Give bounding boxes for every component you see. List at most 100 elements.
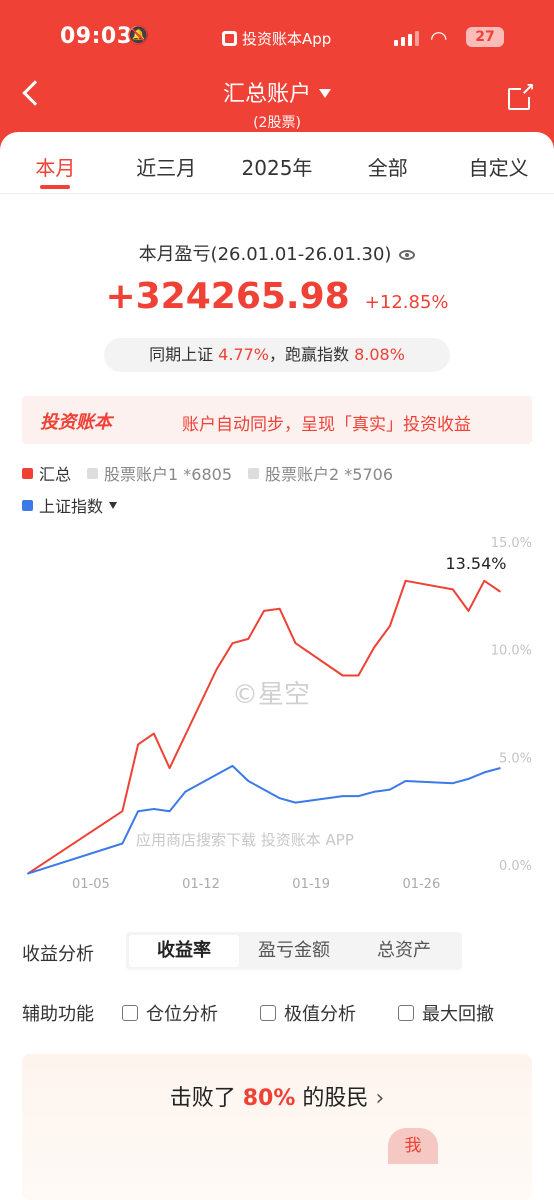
data-point [294,801,297,804]
checkbox-max-drawdown[interactable]: 最大回撤 [398,1000,494,1026]
x-tick-label: 01-12 [182,877,220,892]
battery-icon: 27 [466,27,504,47]
data-point [467,778,470,780]
data-point [168,767,171,769]
page-subtitle: (2股票) [253,115,301,131]
data-point [137,810,139,812]
analysis-segmented: 收益率 盈亏金额 总资产 [126,932,462,970]
legend-label: 汇总 [39,465,72,484]
tab-three-months[interactable]: 近三月 [136,156,197,180]
data-point [137,743,139,746]
checkbox-icon [122,1005,138,1021]
chart-legend: 汇总 股票账户1 *6805 股票账户2 *5706 上证指数 [22,462,542,526]
compare-beat-value: 8.08% [354,345,405,364]
signal-icon [394,30,419,46]
tab-this-month[interactable]: 本月 [0,136,111,193]
app-header: 09:03 🔕 投资账本App ◠ 27 汇总账户 (2股票) [0,0,554,150]
data-point [121,842,124,845]
legend-item-account2[interactable]: 股票账户2 *5706 [248,461,393,485]
legend-swatch [22,499,33,511]
data-point [357,795,360,797]
data-point [153,732,155,735]
watermark-download: 应用商店搜索下载 投资账本 APP [136,831,354,849]
data-point [263,610,265,612]
data-point [467,610,470,612]
legend-label: 股票账户2 *5706 [265,465,394,484]
beat-card[interactable]: 击败了 80% 的股民 › 我 [22,1054,532,1200]
data-point [483,579,486,582]
beat-text: 击败了 80% 的股民 › [22,1080,532,1112]
seg-profit-amount[interactable]: 盈亏金额 [258,940,330,961]
bell-muted-icon: 🔕 [127,25,150,46]
analysis-label: 收益分析 [22,944,94,965]
data-point [341,795,344,797]
profit-amount: +324265.98 [105,276,350,317]
me-badge: 我 [388,1128,438,1164]
data-point [341,674,344,677]
legend-item-total[interactable]: 汇总 [22,461,71,485]
beat-percent: 80% [242,1086,296,1111]
checkbox-label: 最大回撤 [422,1004,494,1025]
data-point [452,782,454,784]
data-point [389,625,391,627]
data-point [231,642,234,645]
legend-item-account1[interactable]: 股票账户1 *6805 [87,461,232,485]
data-point [247,780,250,782]
y-tick-label: 0.0% [499,859,532,874]
status-app: 投资账本App [222,28,331,49]
data-point [121,810,124,812]
page-title: 汇总账户 [222,82,311,107]
legend-swatch [22,467,33,479]
period-text: 本月盈亏(26.01.01-26.01.30) [138,244,392,265]
data-point [452,588,454,591]
data-point [373,790,375,793]
data-point [247,638,250,640]
period-label: 本月盈亏(26.01.01-26.01.30) [0,240,554,266]
data-point [168,810,171,812]
beat-suffix: 的股民 [302,1086,369,1111]
data-point [278,607,281,610]
period-tabs: 本月 近三月 2025年 全部 自定义 [0,136,554,194]
data-point [216,668,218,670]
peak-label: 13.54% [445,554,506,573]
banner-logo: 投资账本 [40,412,112,433]
data-point [278,797,281,800]
legend-label: 上证指数 [39,497,104,516]
beat-prefix: 击败了 [169,1086,236,1111]
account-selector[interactable]: 汇总账户 (2股票) [0,76,554,132]
profit-line: +324265.98 +12.85% [0,276,554,317]
checkbox-extreme-analysis[interactable]: 极值分析 [260,1000,356,1026]
tab-year-2025[interactable]: 2025年 [241,156,313,180]
checkbox-position-analysis[interactable]: 仓位分析 [122,1000,218,1026]
legend-item-index[interactable]: 上证指数 [22,493,118,517]
return-chart[interactable]: 0.0% 5.0% 10.0% 15.0% 01-05 01-12 01-19 01-26 13… [0,530,554,900]
status-time: 09:03 [60,24,133,49]
compare-index-value: 4.77% [218,345,269,364]
data-point [404,780,407,782]
aux-label: 辅助功能 [22,1004,94,1025]
seg-total-assets[interactable]: 总资产 [377,940,431,961]
caret-down-icon [109,501,118,509]
tab-all[interactable]: 全部 [367,156,408,180]
series-line [27,579,501,875]
data-point [231,765,234,767]
data-point [184,790,187,793]
seg-return-rate[interactable]: 收益率 [129,935,239,967]
wifi-icon: ◠ [430,26,448,50]
promo-banner[interactable]: 投资账本 账户自动同步，呈现「真实」投资收益 [22,396,532,444]
data-point [357,674,360,677]
checkbox-icon [398,1005,414,1021]
watermark: ©星空 [232,680,311,710]
data-point [294,642,297,645]
data-point [483,771,486,774]
status-bar: 09:03 🔕 投资账本App ◠ 27 [0,22,554,54]
eye-icon[interactable] [399,250,416,260]
compare-mid: ，跑赢指数 [269,345,350,364]
checkbox-label: 极值分析 [284,1004,356,1025]
content-sheet [0,132,554,1200]
y-tick-label: 10.0% [491,644,532,659]
data-point [404,579,407,582]
tab-custom[interactable]: 自定义 [468,156,529,180]
share-icon[interactable] [508,80,535,110]
status-app-name: 投资账本App [242,30,332,48]
